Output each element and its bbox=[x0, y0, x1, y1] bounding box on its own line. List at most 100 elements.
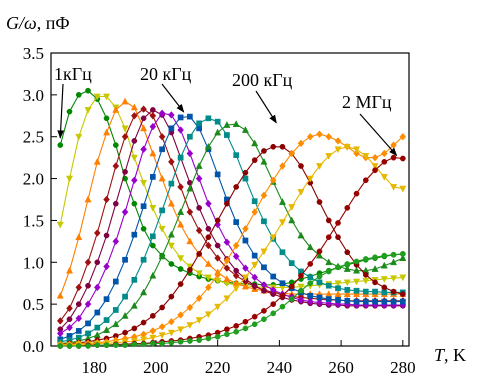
data-point bbox=[94, 309, 101, 316]
data-point bbox=[205, 115, 212, 122]
data-point bbox=[270, 143, 277, 150]
data-point bbox=[316, 273, 323, 280]
data-point bbox=[122, 169, 128, 175]
y-tick-label: 1.5 bbox=[23, 211, 44, 230]
data-point bbox=[93, 283, 101, 292]
data-point bbox=[399, 254, 407, 261]
data-point bbox=[196, 205, 202, 211]
data-point bbox=[288, 296, 295, 302]
data-point bbox=[353, 298, 360, 305]
series-line bbox=[60, 133, 404, 345]
data-point bbox=[130, 176, 138, 185]
data-point bbox=[177, 281, 184, 287]
data-point bbox=[233, 152, 240, 158]
x-tick-label: 280 bbox=[390, 358, 416, 377]
data-point bbox=[177, 114, 184, 121]
data-point bbox=[344, 205, 351, 211]
data-point bbox=[214, 303, 222, 311]
series-line bbox=[59, 100, 403, 296]
data-point bbox=[103, 93, 111, 101]
series-4 bbox=[57, 107, 406, 333]
data-point bbox=[167, 329, 175, 337]
data-point bbox=[325, 153, 333, 160]
data-point bbox=[205, 234, 212, 241]
data-point bbox=[325, 268, 332, 275]
annotation-arrow bbox=[359, 113, 398, 157]
series-line bbox=[60, 253, 403, 347]
data-point bbox=[195, 162, 203, 169]
data-point bbox=[187, 133, 193, 140]
data-point bbox=[112, 105, 120, 113]
data-point bbox=[371, 153, 379, 162]
data-point bbox=[288, 283, 295, 290]
data-point bbox=[168, 180, 175, 187]
y-tick-label: 0.0 bbox=[23, 337, 44, 356]
annotation-label: 20 кГц bbox=[140, 64, 192, 84]
data-point bbox=[372, 254, 378, 261]
data-point bbox=[381, 289, 388, 296]
annotation-0: 1кГц bbox=[54, 64, 92, 139]
data-point bbox=[177, 266, 184, 272]
data-point bbox=[158, 109, 166, 118]
data-point bbox=[75, 328, 82, 334]
data-point bbox=[214, 254, 221, 262]
data-point bbox=[390, 251, 397, 258]
data-point bbox=[75, 314, 83, 323]
data-point bbox=[103, 326, 111, 333]
data-point bbox=[140, 319, 147, 326]
data-point bbox=[140, 115, 147, 122]
data-point bbox=[306, 175, 314, 183]
data-point bbox=[241, 282, 249, 290]
data-point bbox=[93, 93, 101, 101]
data-point bbox=[140, 105, 147, 113]
data-point bbox=[242, 237, 249, 244]
series-line bbox=[59, 109, 403, 330]
data-point bbox=[343, 143, 351, 151]
data-point bbox=[149, 112, 157, 120]
data-point bbox=[242, 325, 249, 332]
data-point bbox=[204, 142, 212, 150]
data-point bbox=[399, 132, 407, 141]
data-point bbox=[214, 171, 221, 178]
data-point bbox=[167, 230, 175, 238]
data-point bbox=[159, 146, 165, 153]
data-point bbox=[112, 320, 120, 328]
data-point bbox=[298, 163, 304, 169]
data-point bbox=[121, 132, 129, 141]
data-point bbox=[103, 115, 110, 122]
data-point bbox=[223, 256, 231, 265]
data-point bbox=[278, 198, 286, 205]
data-point bbox=[159, 340, 165, 347]
data-point bbox=[380, 261, 388, 269]
data-point bbox=[177, 208, 185, 215]
data-point bbox=[251, 208, 259, 216]
annotation-arrow bbox=[161, 83, 185, 113]
data-point bbox=[140, 145, 147, 154]
data-point bbox=[316, 294, 323, 301]
plot-series bbox=[56, 87, 407, 350]
data-point bbox=[325, 132, 333, 141]
data-point bbox=[362, 271, 369, 278]
data-point bbox=[112, 162, 120, 170]
data-point bbox=[233, 267, 240, 274]
data-point bbox=[334, 137, 342, 145]
data-point bbox=[223, 264, 231, 272]
data-point bbox=[186, 322, 194, 330]
data-point bbox=[130, 112, 138, 120]
annotation-label: 2 МГц bbox=[342, 92, 392, 112]
data-point bbox=[214, 333, 221, 340]
data-point bbox=[57, 343, 64, 349]
annotation-label: 200 кГц bbox=[232, 70, 293, 90]
data-point bbox=[112, 200, 119, 207]
data-point bbox=[93, 229, 101, 237]
data-point bbox=[149, 340, 156, 347]
data-point bbox=[241, 274, 249, 282]
data-point bbox=[186, 237, 194, 245]
data-point bbox=[66, 316, 73, 323]
data-point bbox=[399, 251, 406, 257]
series-13 bbox=[57, 251, 406, 349]
data-point bbox=[260, 281, 268, 289]
data-point bbox=[94, 342, 101, 349]
data-point bbox=[122, 342, 128, 349]
data-point bbox=[269, 234, 277, 242]
